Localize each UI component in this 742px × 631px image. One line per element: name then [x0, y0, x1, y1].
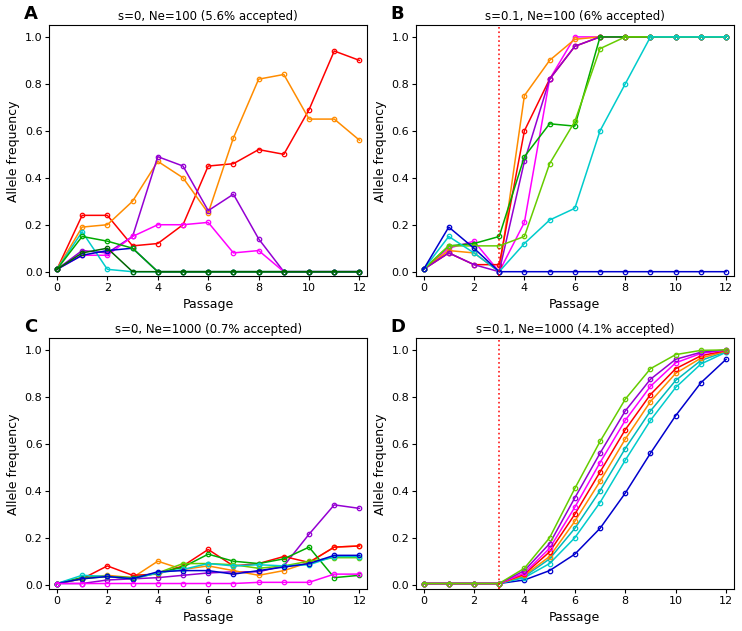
X-axis label: Passage: Passage	[183, 611, 234, 623]
Title: s=0.1, Ne=1000 (4.1% accepted): s=0.1, Ne=1000 (4.1% accepted)	[476, 322, 674, 336]
Title: s=0, Ne=1000 (0.7% accepted): s=0, Ne=1000 (0.7% accepted)	[114, 322, 302, 336]
X-axis label: Passage: Passage	[549, 611, 600, 623]
Y-axis label: Allele frequency: Allele frequency	[374, 413, 387, 514]
Y-axis label: Allele frequency: Allele frequency	[7, 413, 21, 514]
Title: s=0, Ne=100 (5.6% accepted): s=0, Ne=100 (5.6% accepted)	[118, 9, 298, 23]
X-axis label: Passage: Passage	[549, 297, 600, 310]
Y-axis label: Allele frequency: Allele frequency	[374, 100, 387, 201]
Text: A: A	[24, 5, 38, 23]
Y-axis label: Allele frequency: Allele frequency	[7, 100, 21, 201]
Text: D: D	[390, 318, 406, 336]
Text: B: B	[390, 5, 404, 23]
Title: s=0.1, Ne=100 (6% accepted): s=0.1, Ne=100 (6% accepted)	[485, 9, 665, 23]
Text: C: C	[24, 318, 37, 336]
X-axis label: Passage: Passage	[183, 297, 234, 310]
